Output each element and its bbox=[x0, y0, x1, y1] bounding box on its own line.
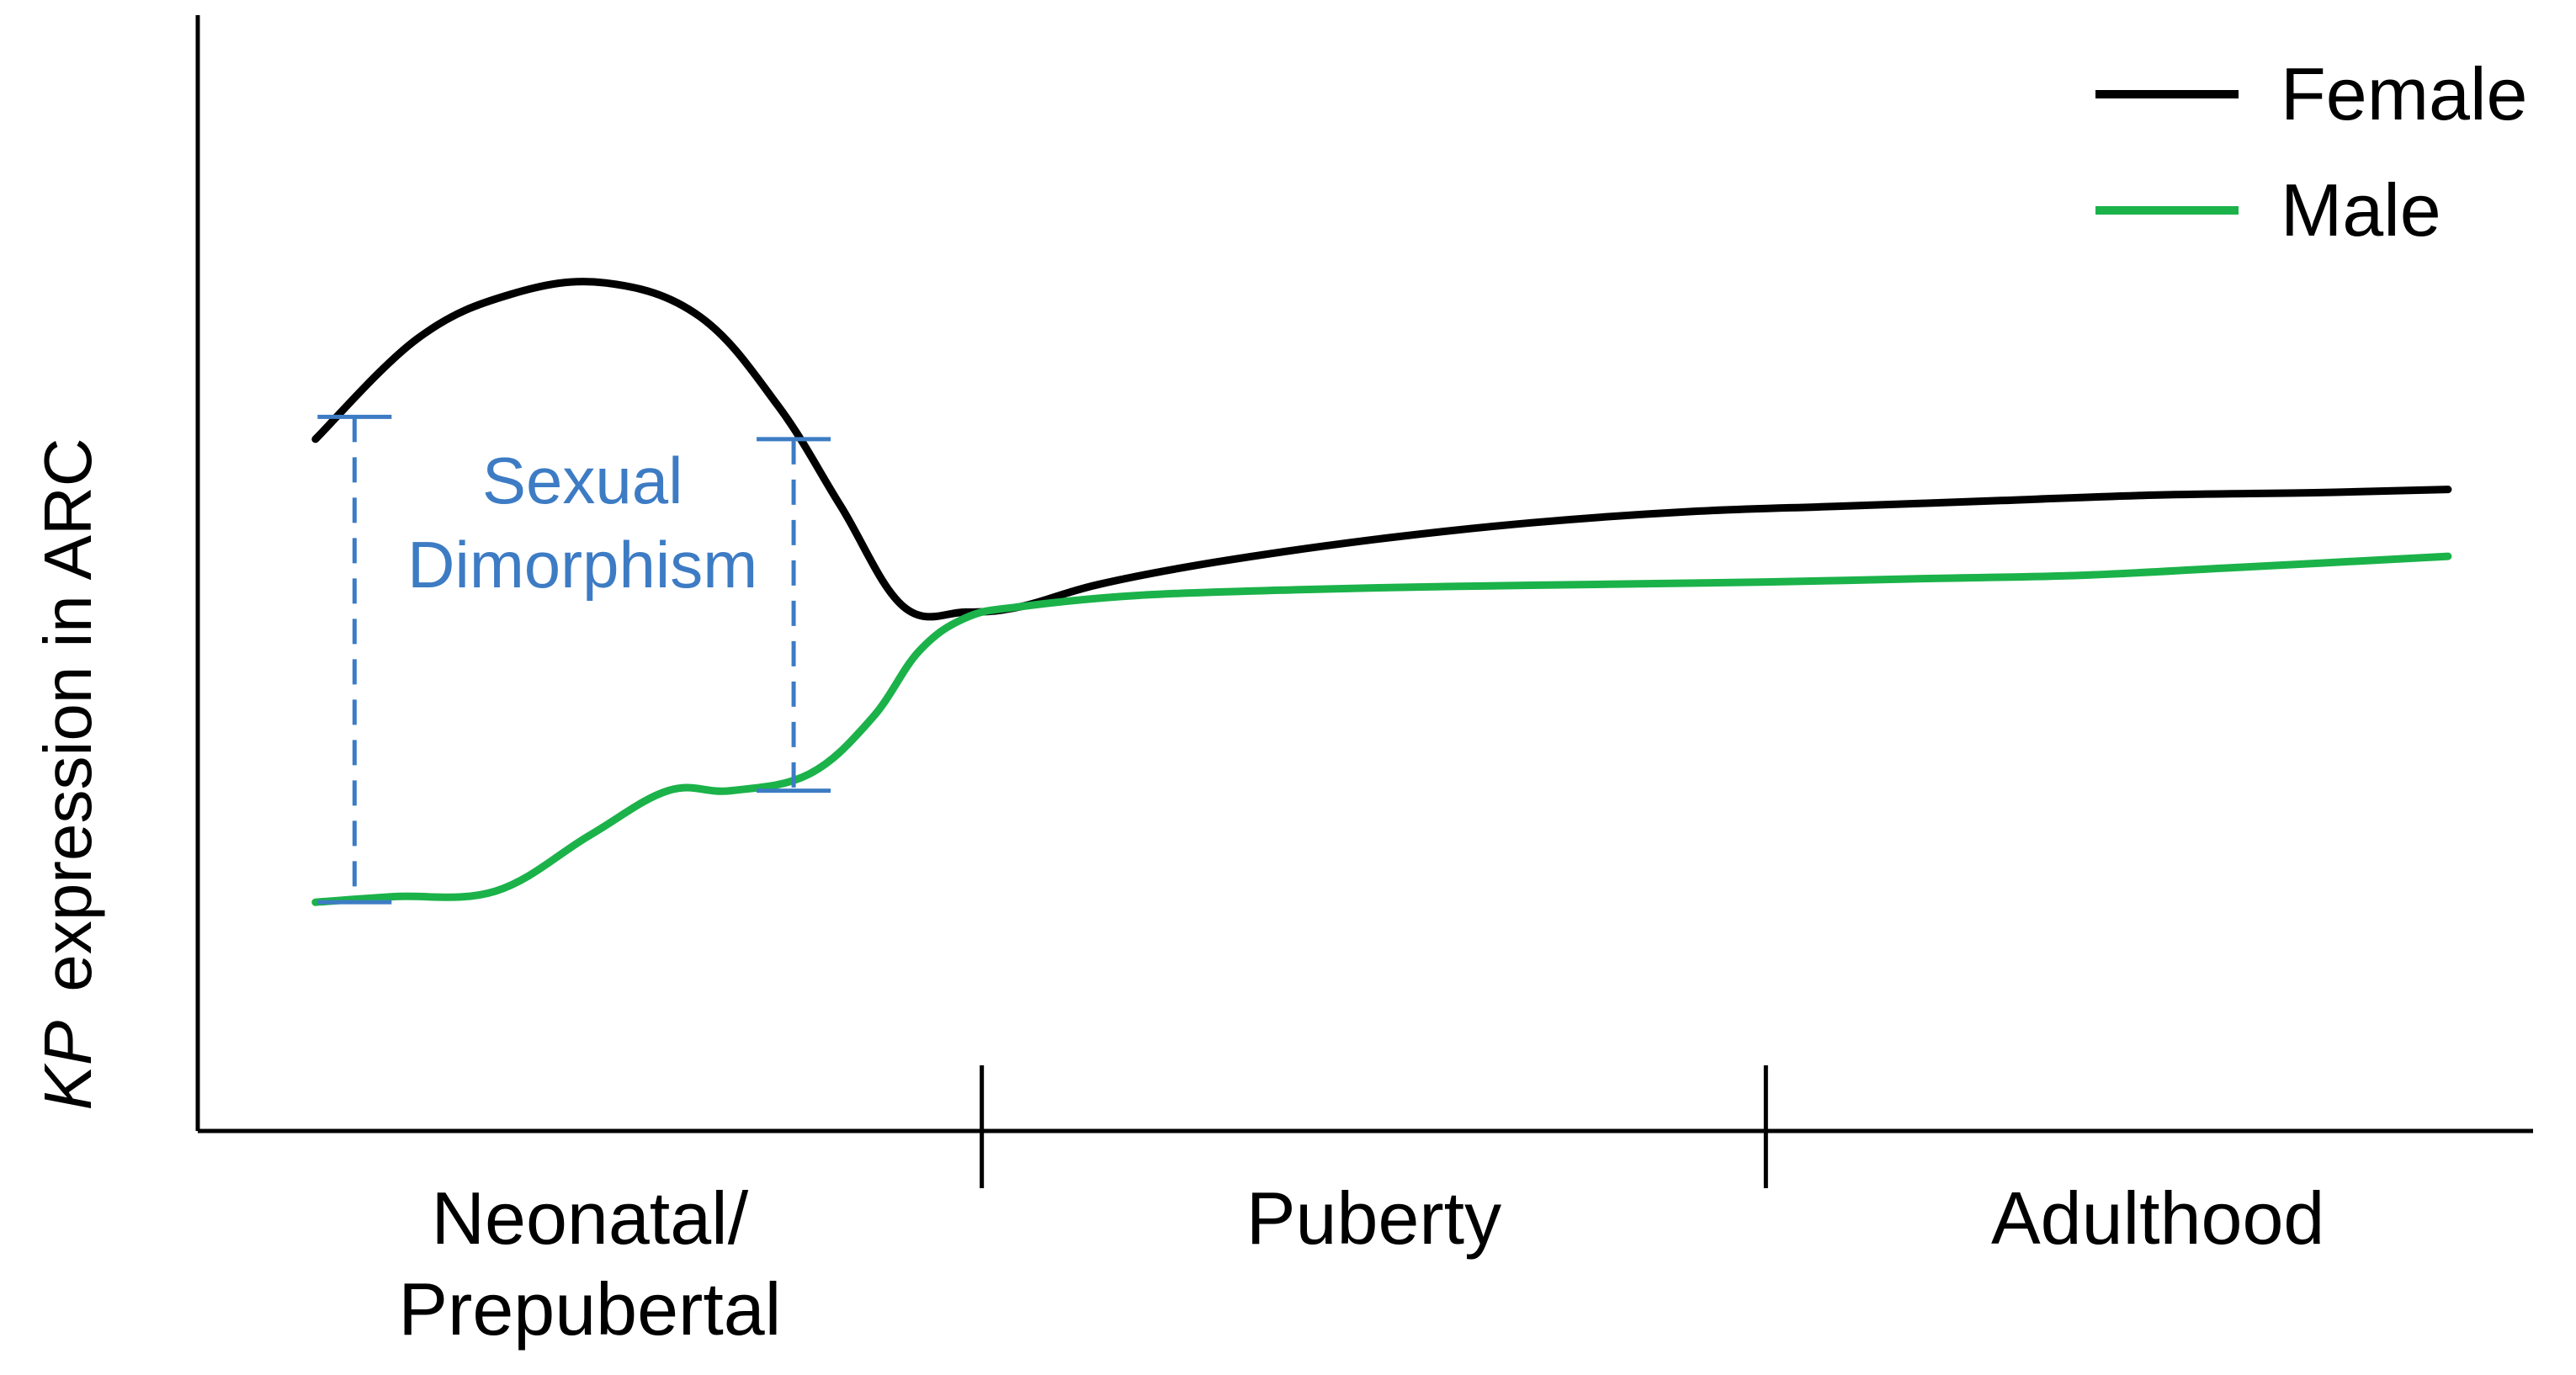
y-axis-label-text: expression in ARC bbox=[30, 438, 105, 991]
series-line-male bbox=[311, 552, 2452, 906]
dimorphism-label: Sexual Dimorphism bbox=[407, 443, 757, 602]
dimorphism-label-line: Dimorphism bbox=[407, 528, 757, 602]
dimorphism-label-line: Sexual bbox=[482, 443, 683, 518]
legend-label-female: Female bbox=[2281, 52, 2527, 135]
stage-label-line: Neonatal/ bbox=[431, 1176, 748, 1260]
legend: Female Male bbox=[2095, 52, 2527, 252]
stage-label-1: Neonatal/Prepubertal bbox=[398, 1176, 781, 1351]
legend-label-male: Male bbox=[2281, 168, 2441, 252]
stage-ticks bbox=[980, 1065, 1768, 1188]
series-lines bbox=[311, 278, 2452, 906]
dimorphism-annotation: Sexual Dimorphism bbox=[317, 414, 831, 905]
stage-label-line: Prepubertal bbox=[398, 1267, 781, 1351]
stage-labels: Neonatal/Prepubertal Puberty Adulthood bbox=[398, 1176, 2324, 1351]
stage-label-line: Puberty bbox=[1246, 1176, 1501, 1260]
y-axis-label: KP expression in ARC bbox=[30, 438, 105, 1110]
stage-label-2: Puberty bbox=[1246, 1176, 1501, 1260]
stage-label-3: Adulthood bbox=[1991, 1176, 2324, 1260]
series-line-female bbox=[311, 278, 2452, 621]
y-axis-label-italic: KP bbox=[30, 1021, 105, 1111]
stage-label-line: Adulthood bbox=[1991, 1176, 2324, 1260]
